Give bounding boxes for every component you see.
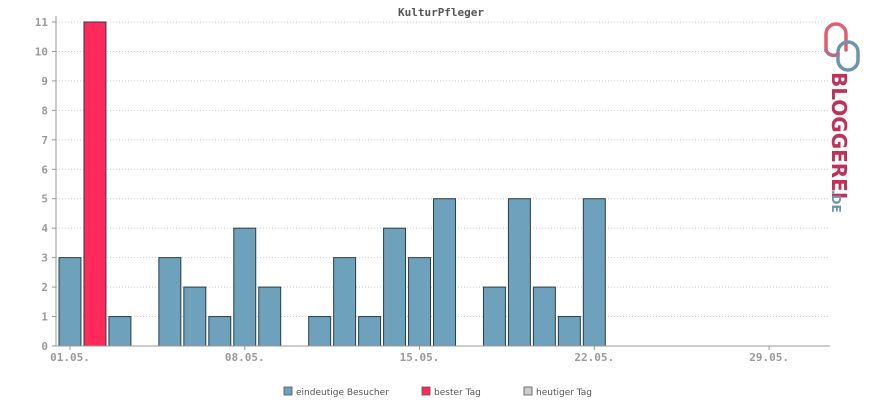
legend-label: bester Tag [434,388,481,398]
bar [383,227,407,347]
y-tick-label: 7 [41,134,48,147]
logo-mark-icon [824,22,860,72]
chart-title: KulturPfleger [398,6,484,19]
legend-swatch [421,386,431,396]
bar [482,286,506,347]
y-tick-label: 9 [41,75,48,88]
y-tick-label: 8 [41,104,48,117]
x-axis-ticks: 01.05. 08.05. 15.05. 22.05. 29.05. [50,346,789,364]
bar [333,257,357,347]
bar [183,286,207,347]
logo-suffix: .DE [829,190,843,213]
x-tick-label: 08.05. [225,351,265,364]
logo-text: BLOGGEREI [827,72,851,199]
bar [507,198,531,347]
bars [58,21,606,347]
axes [55,16,830,347]
bloggerei-logo: BLOGGEREI .DE [824,22,860,213]
bar [358,316,382,347]
x-tick-label: 29.05. [749,351,789,364]
y-tick-label: 2 [41,281,48,294]
bar [433,198,456,347]
y-tick-label: 1 [41,311,48,324]
y-axis-ticks: 0 1 2 3 4 5 6 7 8 9 10 11 [35,16,56,353]
legend-label: heutiger Tag [536,388,592,398]
y-tick-label: 0 [41,340,48,353]
bar-best-day [83,21,107,347]
bar [158,257,182,347]
y-tick-label: 5 [41,193,48,206]
y-tick-label: 11 [35,16,49,29]
x-tick-label: 15.05. [400,351,440,364]
y-tick-label: 10 [35,45,48,58]
x-tick-label: 01.05. [50,351,90,364]
bar [108,316,132,347]
legend-label: eindeutige Besucher [296,388,389,398]
bar [557,316,581,347]
bar [408,257,432,347]
x-tick-label: 22.05. [574,351,614,364]
legend: eindeutige Besucher bester Tag heutiger Ta… [283,386,592,398]
y-tick-label: 3 [41,252,48,265]
y-tick-label: 4 [41,222,48,235]
bar [532,286,556,347]
bar [208,316,232,347]
bar [258,286,282,347]
legend-swatch [523,386,533,396]
y-tick-label: 6 [41,163,48,176]
bar [308,316,332,347]
bar [582,198,606,347]
bar [58,257,82,347]
bar [233,227,257,347]
legend-swatch [283,386,293,396]
